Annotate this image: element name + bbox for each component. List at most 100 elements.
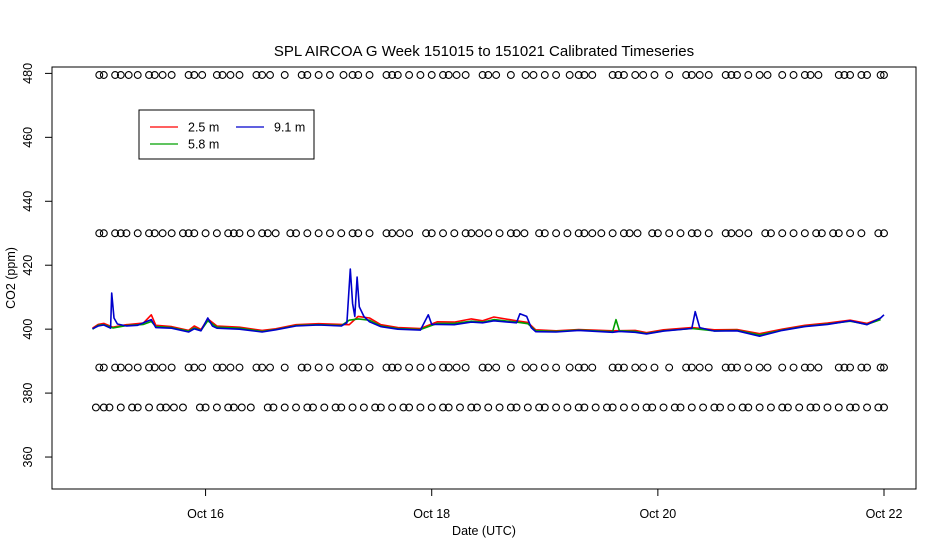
- data-point-marker: [133, 403, 142, 412]
- data-point-marker: [800, 229, 809, 238]
- data-point-marker: [314, 71, 323, 79]
- data-point-marker: [687, 363, 696, 372]
- data-point-marker: [263, 229, 272, 238]
- data-point-marker: [348, 71, 357, 79]
- data-point-marker: [393, 71, 402, 79]
- data-point-marker: [326, 363, 334, 372]
- data-point-marker: [99, 229, 108, 238]
- data-point-marker: [258, 229, 267, 238]
- data-point-marker: [755, 363, 764, 372]
- data-point-marker: [727, 363, 736, 372]
- data-point-marker: [198, 363, 207, 372]
- data-point-marker: [665, 71, 674, 79]
- data-point-marker: [122, 229, 131, 238]
- data-point-marker: [365, 71, 374, 79]
- data-point-marker: [880, 229, 888, 238]
- data-point-marker: [727, 229, 736, 238]
- x-axis-label: Date (UTC): [452, 524, 516, 538]
- data-point-marker: [619, 229, 628, 238]
- data-point-marker: [521, 363, 530, 372]
- data-point-marker: [789, 363, 798, 372]
- data-point-marker: [506, 71, 515, 79]
- data-point-marker: [648, 403, 657, 412]
- data-point-marker: [846, 229, 855, 238]
- data-point-marker: [846, 71, 855, 79]
- data-point-marker: [695, 363, 704, 372]
- data-point-marker: [95, 363, 104, 372]
- data-point-marker: [269, 403, 278, 412]
- data-point-marker: [580, 403, 589, 412]
- data-point-marker: [591, 403, 600, 412]
- data-point-marker: [682, 363, 691, 372]
- data-point-marker: [588, 229, 597, 238]
- data-point-marker: [812, 229, 821, 238]
- data-point-marker: [608, 403, 617, 412]
- data-point-marker: [158, 363, 167, 372]
- data-point-marker: [456, 403, 464, 412]
- data-point-marker: [169, 403, 178, 412]
- data-point-marker: [783, 403, 792, 412]
- data-point-marker: [665, 363, 674, 372]
- data-point-marker: [376, 403, 385, 412]
- data-point-marker: [829, 229, 838, 238]
- data-point-marker: [512, 403, 521, 412]
- data-point-marker: [580, 363, 589, 372]
- data-point-marker: [552, 229, 561, 238]
- data-point-marker: [150, 229, 159, 238]
- data-point-marker: [631, 403, 640, 412]
- data-point-marker: [492, 363, 501, 372]
- data-point-marker: [190, 363, 199, 372]
- y-tick-label: 400: [21, 319, 35, 340]
- data-point-marker: [167, 363, 176, 372]
- data-point-marker: [303, 403, 312, 412]
- data-point-marker: [574, 403, 583, 412]
- data-point-marker: [133, 229, 142, 238]
- data-point-marker: [388, 363, 397, 372]
- data-point-marker: [226, 71, 235, 79]
- data-point-marker: [472, 403, 481, 412]
- data-point-marker: [145, 363, 153, 372]
- data-point-marker: [721, 71, 730, 79]
- data-point-marker: [631, 71, 640, 79]
- data-point-marker: [778, 363, 787, 372]
- y-axis-label: CO2 (ppm): [4, 247, 18, 309]
- data-point-marker: [710, 403, 719, 412]
- data-point-marker: [198, 71, 207, 79]
- data-point-marker: [876, 363, 885, 372]
- data-point-marker: [337, 403, 346, 412]
- data-point-marker: [382, 229, 391, 238]
- data-point-marker: [280, 363, 289, 372]
- data-point-marker: [365, 229, 374, 238]
- data-point-marker: [405, 403, 414, 412]
- data-point-marker: [218, 71, 227, 79]
- data-point-marker: [639, 363, 648, 372]
- data-point-marker: [874, 403, 883, 412]
- data-point-marker: [863, 71, 871, 79]
- data-point-marker: [116, 363, 125, 372]
- data-point-marker: [874, 229, 883, 238]
- data-point-marker: [846, 403, 855, 412]
- data-point-marker: [235, 229, 244, 238]
- data-point-marker: [495, 229, 504, 238]
- data-point-marker: [145, 403, 153, 412]
- data-point-marker: [201, 403, 210, 412]
- data-point-marker: [388, 403, 397, 412]
- data-point-marker: [111, 363, 120, 372]
- data-point-marker: [484, 403, 493, 412]
- data-point-marker: [348, 403, 357, 412]
- x-tick-label: Oct 16: [187, 507, 224, 521]
- data-point-marker: [145, 71, 153, 79]
- data-point-marker: [314, 229, 323, 238]
- data-point-marker: [162, 403, 170, 412]
- data-point-marker: [388, 71, 397, 79]
- data-point-marker: [354, 363, 363, 372]
- data-point-marker: [846, 363, 855, 372]
- data-point-marker: [812, 403, 821, 412]
- data-point-marker: [687, 403, 696, 412]
- data-point-marker: [467, 229, 476, 238]
- data-point-marker: [552, 363, 561, 372]
- data-point-marker: [354, 229, 363, 238]
- data-point-marker: [124, 71, 133, 79]
- data-point-marker: [851, 403, 860, 412]
- data-point-marker: [540, 71, 549, 79]
